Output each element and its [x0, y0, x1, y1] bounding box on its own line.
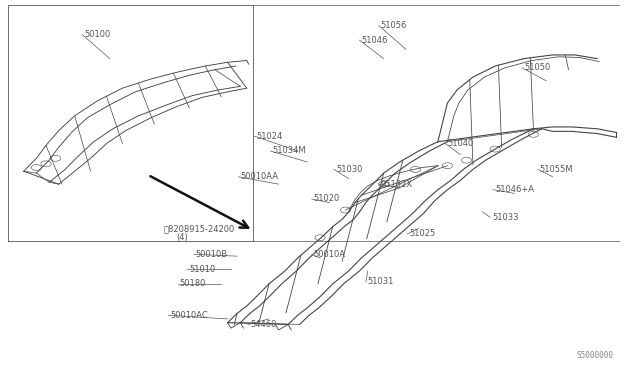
Text: 51040: 51040: [447, 139, 474, 148]
Text: 51024: 51024: [256, 132, 282, 141]
Text: 50010AC: 50010AC: [170, 311, 208, 320]
Text: 51046: 51046: [362, 36, 388, 45]
Text: 95132X: 95132X: [381, 180, 413, 189]
Text: 51025: 51025: [409, 230, 435, 238]
Text: 51030: 51030: [336, 165, 362, 174]
Text: 51046+A: 51046+A: [495, 185, 534, 194]
Text: 51056: 51056: [381, 21, 407, 30]
Text: 51031: 51031: [368, 278, 394, 286]
Text: Ⓢ8208915-24200: Ⓢ8208915-24200: [164, 224, 235, 233]
Text: 50180: 50180: [180, 279, 206, 288]
Text: 51020: 51020: [314, 195, 340, 203]
Text: 51033: 51033: [492, 213, 518, 222]
Text: 51010: 51010: [189, 264, 216, 273]
Text: 51034M: 51034M: [272, 147, 306, 155]
Text: 50010B: 50010B: [196, 250, 228, 259]
Text: 51055M: 51055M: [540, 165, 573, 174]
Text: (4): (4): [177, 233, 188, 242]
Text: 50010AA: 50010AA: [241, 172, 278, 181]
Text: 51050: 51050: [524, 63, 550, 72]
Text: 50100: 50100: [84, 30, 111, 39]
Text: S5000000: S5000000: [576, 350, 613, 359]
Text: 50010A: 50010A: [314, 250, 346, 259]
Text: 54460: 54460: [250, 320, 276, 329]
